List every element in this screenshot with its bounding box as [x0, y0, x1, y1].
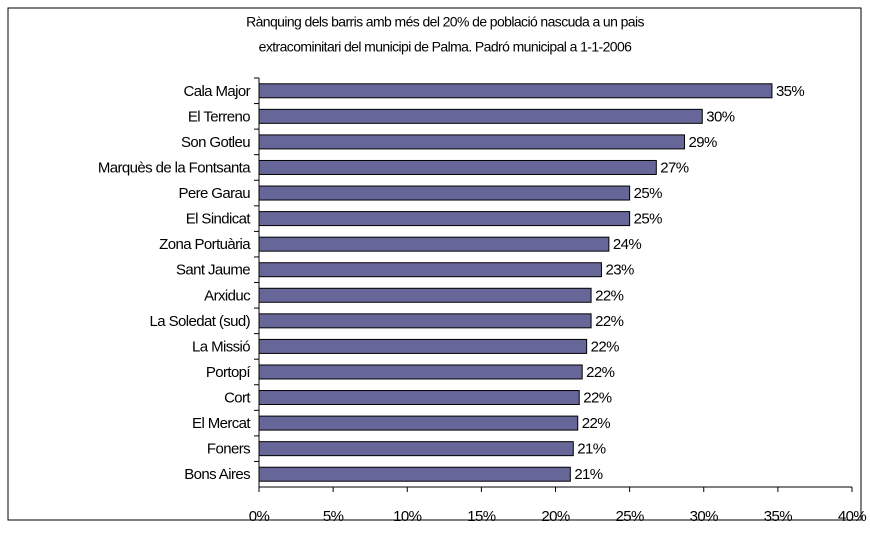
x-tick-label: 10%	[393, 508, 421, 525]
data-label: 22%	[595, 287, 623, 304]
data-label: 22%	[583, 390, 611, 407]
y-tick-label: El Sindicat	[186, 211, 252, 228]
data-label: 21%	[577, 441, 605, 458]
data-label: 27%	[660, 159, 688, 176]
bar	[258, 313, 592, 329]
data-label: 23%	[605, 262, 633, 279]
chart-title: Rànquing dels barris amb més del 20% de …	[246, 14, 644, 30]
bar	[258, 390, 580, 406]
bar	[258, 159, 657, 175]
y-tick-label: Zona Portuària	[159, 236, 251, 253]
x-tick-label: 20%	[541, 508, 569, 525]
bar	[258, 441, 574, 457]
y-tick-label: Portopí	[206, 364, 252, 381]
y-tick-label: Bons Aires	[184, 466, 250, 483]
x-tick-label: 30%	[690, 508, 718, 525]
y-tick-label: Marquès de la Fontsanta	[98, 159, 251, 176]
bar	[258, 236, 610, 252]
data-label: 30%	[706, 108, 734, 125]
data-label: 22%	[582, 415, 610, 432]
y-tick-label: Son Gotleu	[181, 134, 250, 151]
x-tick-label: 40%	[838, 508, 866, 525]
bar	[258, 134, 685, 150]
y-tick-label: Foners	[207, 441, 250, 458]
data-label: 21%	[574, 466, 602, 483]
y-tick-label: Arxiduc	[204, 287, 251, 304]
bar	[258, 415, 579, 431]
data-label: 22%	[591, 338, 619, 355]
x-tick-label: 0%	[249, 508, 270, 525]
data-label: 25%	[634, 211, 662, 228]
chart-title: extracominitari del municipi de Palma. P…	[259, 39, 632, 55]
bar	[258, 338, 588, 354]
y-tick-label: Sant Jaume	[176, 262, 250, 279]
x-tick-label: 5%	[323, 508, 344, 525]
bar	[258, 83, 773, 99]
data-label: 25%	[634, 185, 662, 202]
bar	[258, 108, 703, 124]
y-tick-label: Pere Garau	[178, 185, 250, 202]
data-label: 22%	[595, 313, 623, 330]
data-label: 29%	[688, 134, 716, 151]
x-tick-label: 15%	[467, 508, 495, 525]
data-label: 24%	[613, 236, 641, 253]
bar	[258, 211, 631, 227]
bar	[258, 262, 602, 278]
x-tick-label: 25%	[616, 508, 644, 525]
bar	[258, 364, 583, 380]
data-label: 35%	[776, 83, 804, 100]
y-tick-label: La Soledat (sud)	[150, 313, 251, 330]
data-label: 22%	[586, 364, 614, 381]
y-tick-label: El Terreno	[188, 108, 250, 125]
y-tick-label: La Missió	[192, 338, 250, 355]
y-tick-label: El Mercat	[192, 415, 251, 432]
x-tick-label: 35%	[764, 508, 792, 525]
bar	[258, 287, 592, 303]
y-tick-label: Cort	[224, 390, 251, 407]
bar	[258, 466, 571, 482]
bar	[258, 185, 631, 201]
y-tick-label: Cala Major	[183, 83, 250, 100]
